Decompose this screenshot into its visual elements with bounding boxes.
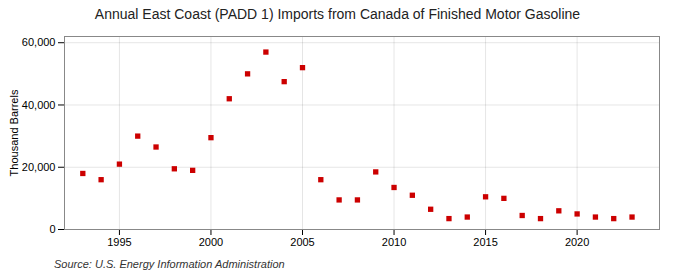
- svg-text:2000: 2000: [199, 236, 223, 248]
- svg-text:2005: 2005: [290, 236, 314, 248]
- svg-text:2015: 2015: [473, 236, 497, 248]
- svg-text:Thousand Barrels: Thousand Barrels: [8, 89, 20, 176]
- svg-text:60,000: 60,000: [22, 36, 56, 48]
- svg-text:2020: 2020: [565, 236, 589, 248]
- svg-text:20,000: 20,000: [22, 161, 56, 173]
- svg-text:1995: 1995: [107, 236, 131, 248]
- html-text:Annual East Coast (PADD 1) Imp: Annual East Coast (PADD 1) Imports from …: [94, 6, 581, 22]
- svg-text:2010: 2010: [382, 236, 406, 248]
- svg-text:0: 0: [49, 223, 55, 235]
- html-text:Source: U.S. Energy Informatio: Source: U.S. Energy Information Administ…: [54, 258, 285, 270]
- svg-text:40,000: 40,000: [22, 99, 56, 111]
